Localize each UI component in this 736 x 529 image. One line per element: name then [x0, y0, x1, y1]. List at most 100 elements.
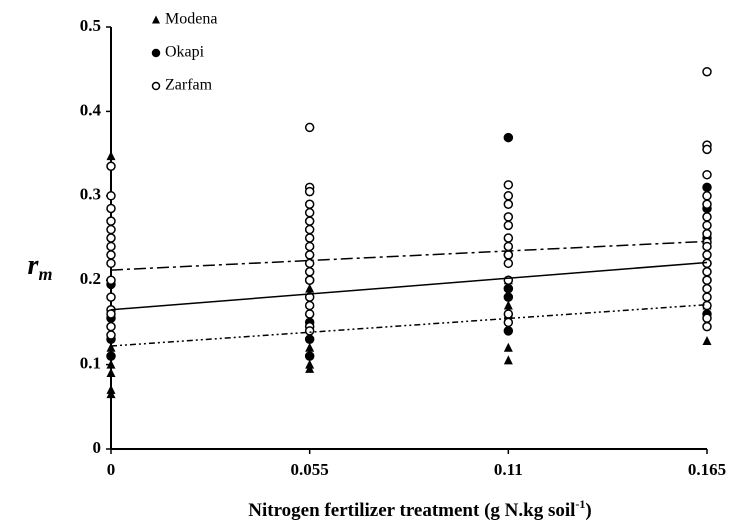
point — [106, 321, 116, 332]
point — [503, 309, 514, 319]
point — [304, 351, 315, 361]
y-tick-label: 0.4 — [80, 100, 102, 119]
point — [304, 267, 315, 277]
point — [106, 258, 116, 269]
point — [702, 267, 712, 277]
x-tick-label: 0.055 — [291, 460, 329, 479]
y-axis-title-text: r — [28, 250, 40, 281]
point — [702, 335, 712, 345]
point — [503, 241, 514, 252]
point — [304, 122, 315, 133]
point — [106, 216, 116, 226]
point — [106, 368, 116, 378]
point — [702, 212, 712, 222]
y-tick-label: 0.5 — [80, 16, 101, 35]
point — [106, 309, 116, 319]
point — [106, 161, 116, 172]
x-axis-title-sup: -1 — [575, 497, 585, 511]
point — [503, 132, 514, 143]
point — [106, 203, 116, 214]
point — [106, 389, 116, 399]
point — [106, 330, 116, 340]
point — [305, 359, 315, 369]
point — [503, 212, 514, 222]
legend-label: Modena — [165, 11, 217, 28]
point — [503, 220, 514, 231]
point — [702, 144, 712, 155]
point — [304, 334, 315, 345]
point — [304, 233, 315, 243]
point — [304, 275, 315, 285]
y-tick-label: 0.3 — [80, 185, 101, 204]
point — [304, 216, 315, 226]
point — [702, 66, 712, 77]
point — [304, 250, 315, 260]
point — [503, 283, 514, 294]
trend-line — [110, 240, 708, 271]
point — [503, 292, 514, 302]
point — [304, 186, 315, 197]
point — [106, 292, 116, 302]
point — [106, 351, 116, 361]
trend-line — [110, 303, 708, 347]
point — [304, 326, 315, 336]
point — [106, 224, 116, 235]
point — [702, 313, 712, 323]
point — [702, 321, 712, 332]
legend-label: Okapi — [165, 44, 205, 61]
y-tick-label: 0.2 — [80, 269, 101, 288]
point — [106, 191, 116, 201]
point — [503, 199, 514, 209]
point — [702, 292, 712, 302]
point — [702, 283, 712, 294]
legend-marker — [151, 48, 161, 58]
point — [702, 220, 712, 231]
point — [503, 317, 514, 328]
y-tick-label: 0.1 — [80, 354, 101, 373]
point — [503, 258, 514, 269]
x-axis-title-text: Nitrogen fertilizer treatment (g N.kg so… — [248, 500, 575, 521]
point — [503, 250, 514, 260]
x-axis-title: Nitrogen fertilizer treatment (g N.kg so… — [248, 497, 591, 522]
point — [702, 250, 712, 260]
x-tick-label: 0.11 — [494, 460, 523, 479]
point — [503, 326, 514, 336]
point — [106, 250, 116, 260]
point — [503, 300, 513, 310]
point — [702, 241, 712, 252]
point — [106, 275, 116, 285]
point — [304, 224, 315, 235]
x-tick-label: 0 — [107, 460, 116, 479]
x-axis-title-end: ) — [585, 500, 591, 521]
point — [702, 229, 712, 239]
point — [503, 355, 513, 365]
legend: Modena Okapi Zarfam — [151, 11, 217, 94]
point — [106, 359, 116, 369]
point — [702, 275, 712, 285]
legend-marker — [151, 81, 161, 91]
point — [106, 342, 116, 352]
y-tick-label: 0 — [93, 438, 102, 457]
point — [702, 191, 712, 201]
legend-marker — [152, 15, 160, 24]
point — [106, 233, 116, 243]
point — [304, 309, 315, 319]
point — [106, 241, 116, 252]
point — [702, 199, 712, 209]
point — [702, 169, 712, 180]
point — [503, 180, 514, 190]
legend-label: Zarfam — [165, 77, 213, 94]
point — [304, 300, 315, 311]
point — [304, 241, 315, 252]
point — [106, 151, 116, 161]
y-axis-title-sub: m — [38, 264, 52, 284]
point — [503, 342, 513, 352]
trend-line — [110, 261, 708, 311]
point — [305, 342, 315, 352]
point — [503, 191, 514, 201]
point — [702, 182, 712, 193]
y-axis-title: rm — [28, 250, 53, 284]
point — [304, 207, 315, 218]
point — [304, 199, 315, 209]
